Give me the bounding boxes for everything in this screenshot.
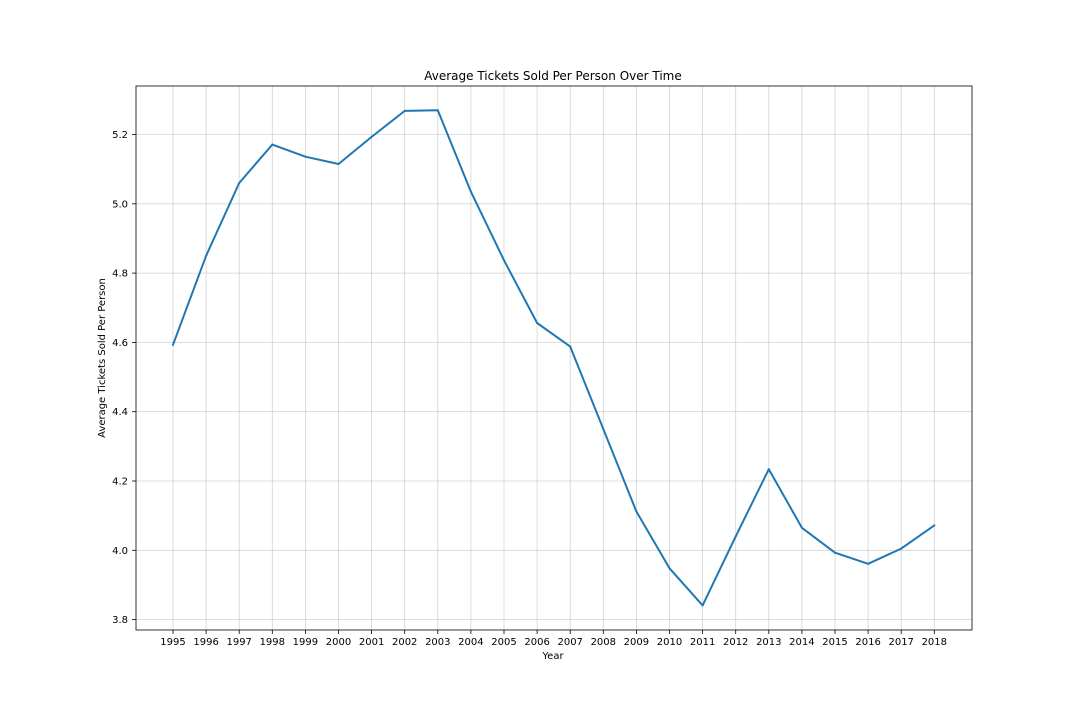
data-point [767,468,770,471]
plot-frame [135,85,973,631]
x-tick-label: 2001 [359,637,384,648]
x-axis: 1995 1996 1997 1998 1999 2000 2001 2002 2003 2004… [160,630,947,648]
x-tick-label: 2000 [326,637,351,648]
y-tick-label: 3.8 [112,615,128,626]
data-point [536,322,539,325]
x-tick-label: 2011 [690,637,715,648]
x-tick-label: 1995 [160,637,185,648]
x-axis-label: Year [541,651,564,662]
x-tick-label: 2017 [888,637,913,648]
x-tick-label: 1996 [193,637,218,648]
data-point [834,551,836,554]
data-point [337,162,340,165]
x-tick-label: 2014 [789,637,814,648]
y-tick-label: 4.6 [112,338,128,349]
x-tick-label: 2010 [657,637,682,648]
data-point [469,190,472,193]
x-tick-label: 2003 [425,637,450,648]
x-tick-label: 2002 [392,637,417,648]
data-point [403,109,406,112]
data-point [172,343,174,346]
x-tick-label: 2007 [557,637,582,648]
y-tick-label: 4.2 [112,477,128,488]
chart-title: Average Tickets Sold Per Person Over Tim… [424,69,682,83]
x-tick-label: 1999 [293,637,318,648]
data-point [370,135,373,138]
y-tick-label: 4.0 [112,546,128,557]
data-point [602,428,605,431]
data-point [734,535,737,538]
y-axis-label: Average Tickets Sold Per Person [97,278,108,438]
x-tick-label: 2004 [458,637,483,648]
x-tick-label: 2012 [723,637,748,648]
x-tick-label: 2008 [591,637,616,648]
x-tick-label: 2013 [756,637,781,648]
data-point [503,259,505,262]
x-tick-label: 2006 [524,637,549,648]
y-tick-label: 5.2 [112,130,128,141]
x-tick-label: 2018 [922,637,947,648]
x-tick-label: 2015 [822,637,847,648]
x-tick-label: 1997 [226,637,251,648]
x-tick-label: 2005 [491,637,516,648]
y-tick-label: 4.4 [112,407,128,418]
data-point [933,524,936,527]
data-point [800,526,803,529]
series-line [172,109,936,607]
data-point [867,562,870,565]
data-point [668,567,671,570]
x-tick-label: 2009 [624,637,649,648]
x-grid [172,86,935,630]
series-layer [172,109,936,607]
data-point [238,182,241,185]
data-point [205,254,208,257]
data-point [701,604,704,607]
y-grid [136,134,972,621]
y-tick-label: 5.0 [112,199,128,210]
data-point [900,547,903,550]
data-point [271,143,274,146]
y-axis: 3.8 4.0 4.2 4.4 4.6 4.8 5.0 5.2 [112,130,136,626]
x-tick-label: 2016 [855,637,880,648]
y-tick-label: 4.8 [112,269,128,280]
data-point [304,155,307,158]
x-tick-label: 1998 [260,637,285,648]
data-point [436,109,439,112]
data-point [635,510,638,513]
data-point [569,345,572,348]
